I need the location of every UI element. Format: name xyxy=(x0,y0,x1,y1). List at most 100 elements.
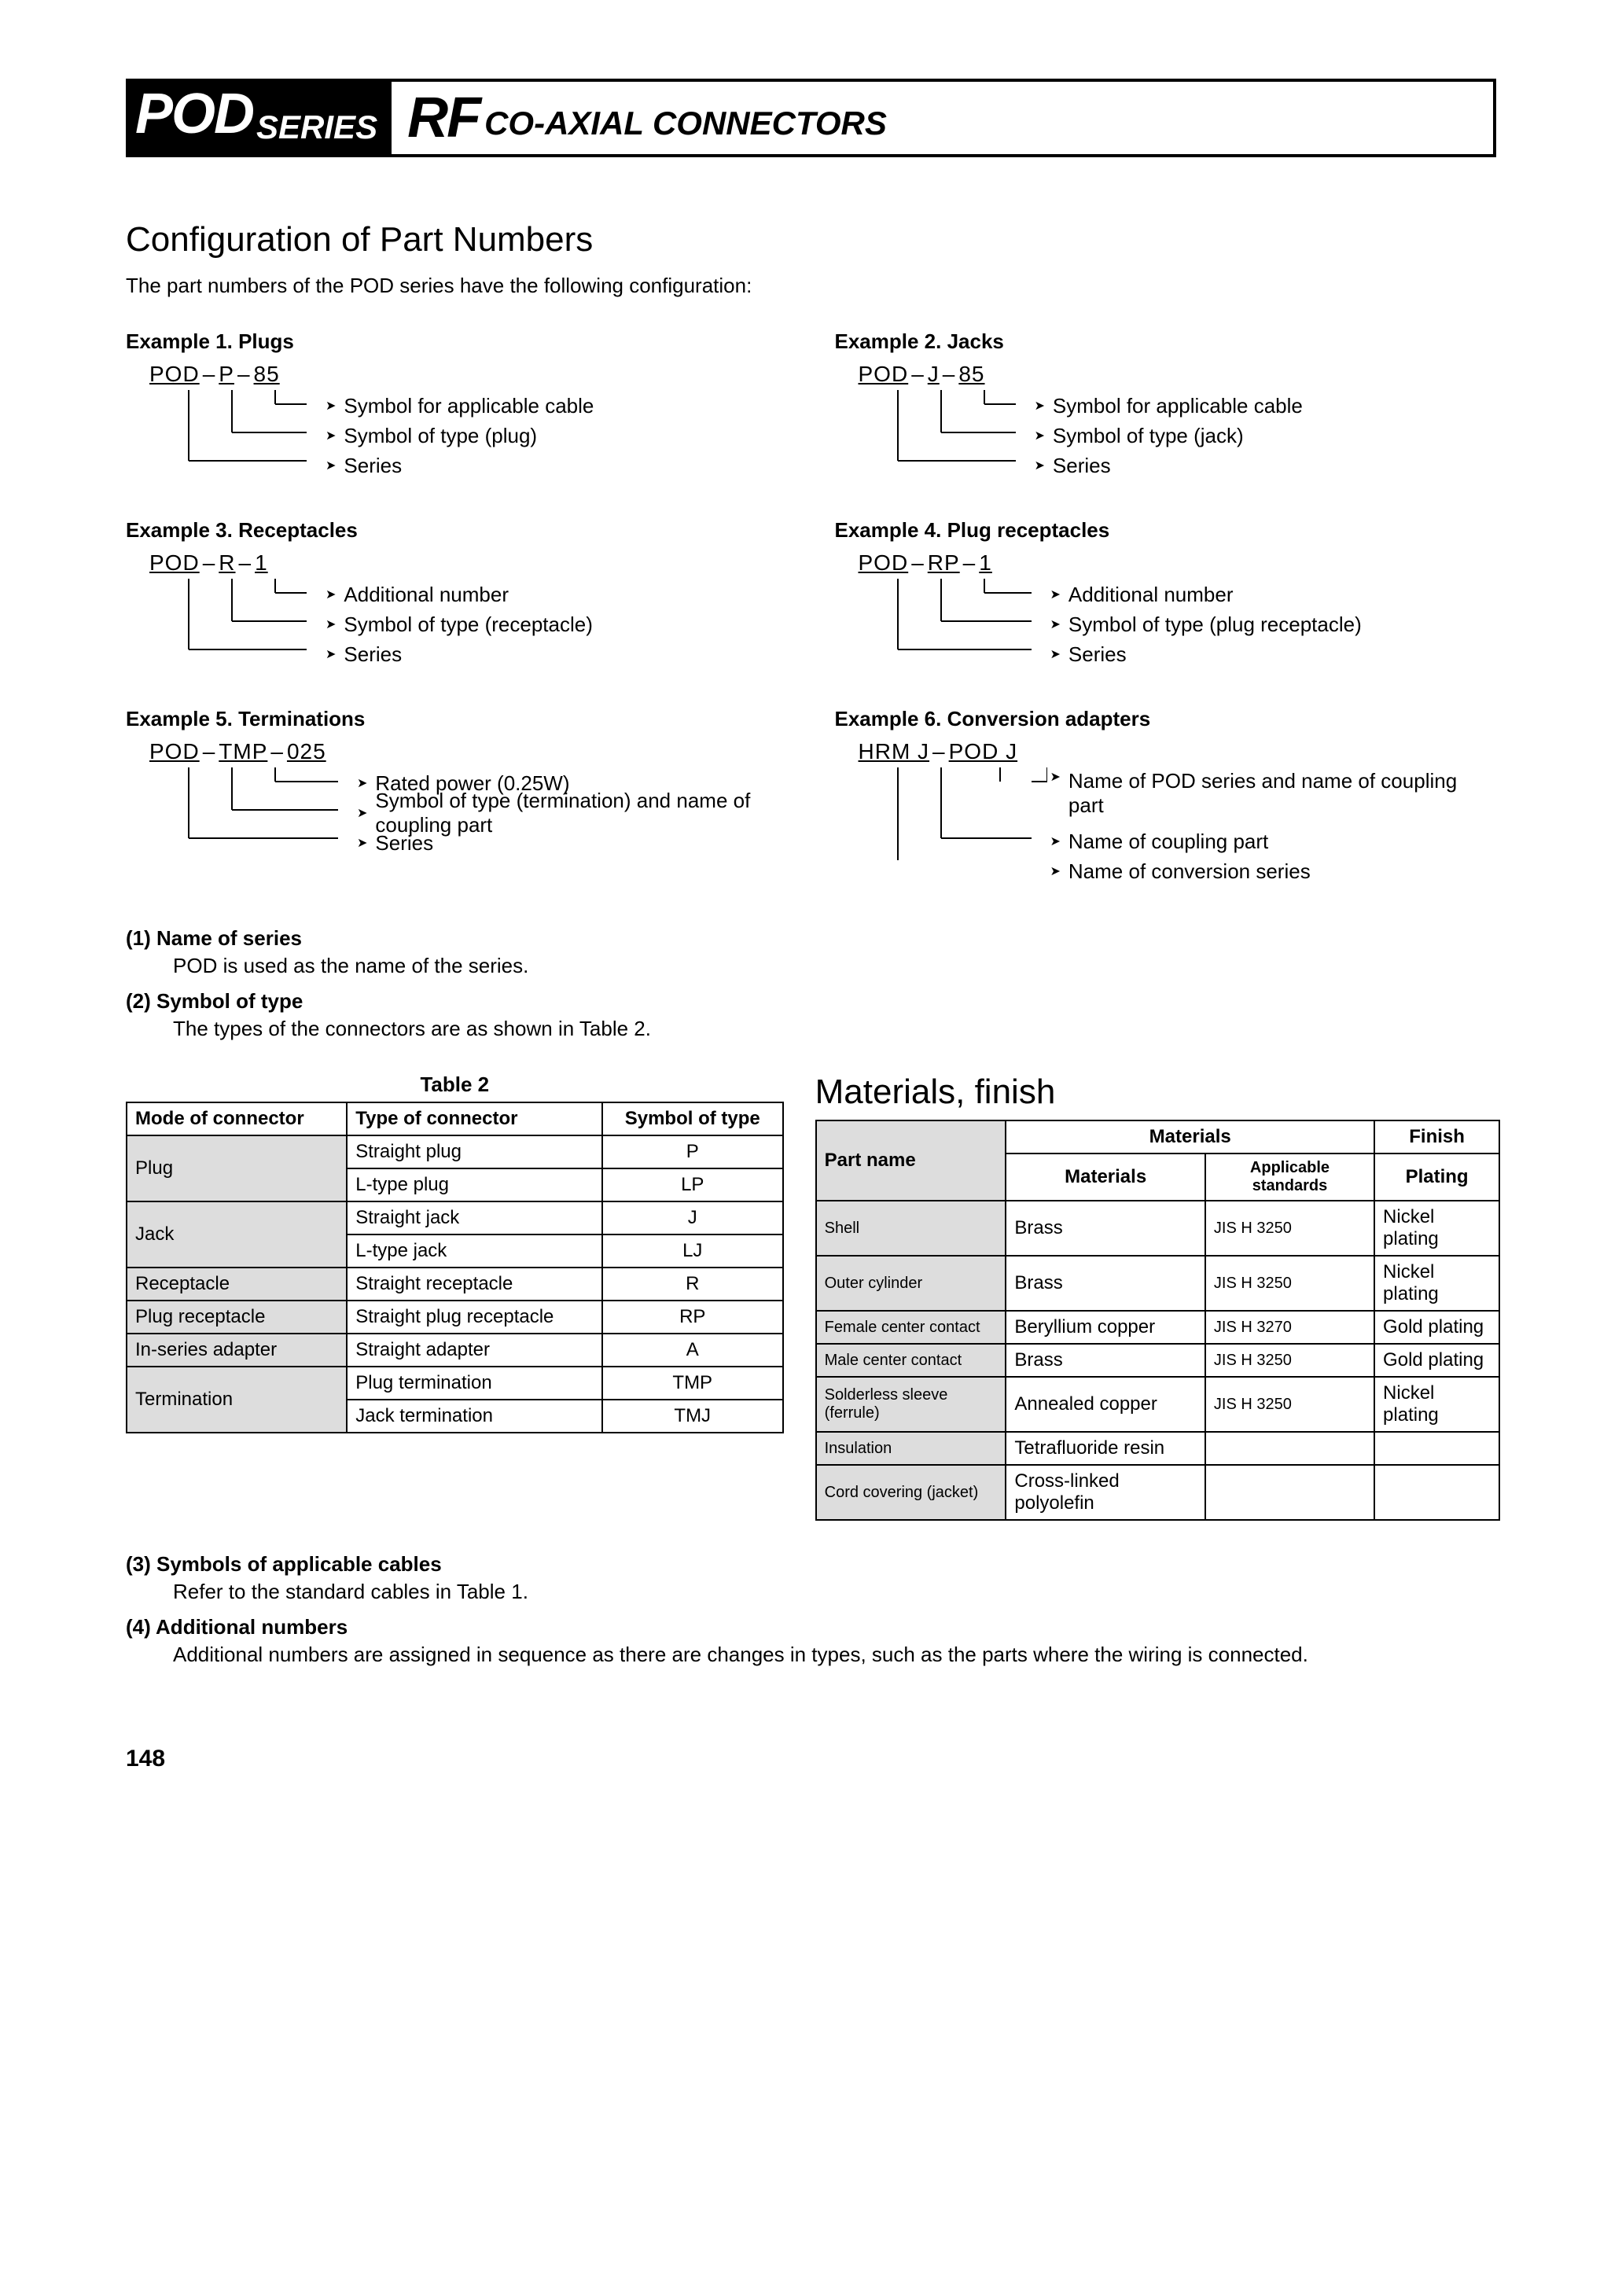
bracket-label: ➤Symbol of type (plug receptacle) xyxy=(1047,610,1362,638)
bracket-wrap: ➤Additional number➤Symbol of type (plug … xyxy=(835,579,1497,675)
part-code: POD – J – 85 xyxy=(835,362,1497,387)
code-segment: POD xyxy=(149,362,200,387)
dash: – xyxy=(200,550,219,576)
title-banner: POD SERIES RF CO-AXIAL CONNECTORS xyxy=(126,79,1496,157)
bracket-label: ➤Symbol of type (plug) xyxy=(322,421,594,450)
table-cell: Brass xyxy=(1006,1344,1205,1377)
dash: – xyxy=(960,550,980,576)
part-code: POD – RP – 1 xyxy=(835,550,1497,576)
code-segment: HRM J xyxy=(859,739,930,764)
arrow-icon: ➤ xyxy=(326,458,336,473)
label-text: Series xyxy=(344,642,402,667)
dash: – xyxy=(234,362,254,387)
table-row: Solderless sleeve (ferrule)Annealed copp… xyxy=(816,1377,1500,1432)
type-cell: Straight receptacle xyxy=(347,1268,602,1301)
type-cell: L-type plug xyxy=(347,1168,602,1201)
table-cell: JIS H 3250 xyxy=(1205,1201,1374,1256)
table-header: Finish xyxy=(1374,1120,1499,1154)
arrow-icon: ➤ xyxy=(326,616,336,632)
label-text: Series xyxy=(375,831,433,855)
table-cell: Nickel plating xyxy=(1374,1201,1499,1256)
example-title: Example 3. Receptacles xyxy=(126,518,788,543)
example-block: Example 5. TerminationsPOD – TMP – 025➤R… xyxy=(126,707,788,887)
table-row: TerminationPlug terminationTMP xyxy=(127,1367,783,1400)
label-text: Series xyxy=(344,454,402,478)
label-text: Symbol of type (receptacle) xyxy=(344,613,592,637)
table-cell: Insulation xyxy=(816,1432,1006,1465)
type-cell: L-type jack xyxy=(347,1234,602,1268)
bracket-svg xyxy=(149,767,354,860)
table-cell: Nickel plating xyxy=(1374,1377,1499,1432)
bracket-label: ➤ Series xyxy=(322,451,594,480)
bracket-wrap: ➤Name of POD series and name of coupling… xyxy=(835,767,1497,887)
label-text: Additional number xyxy=(1068,583,1234,607)
arrow-icon: ➤ xyxy=(1050,587,1061,602)
materials-title: Materials, finish xyxy=(815,1073,1501,1112)
code-segment: 85 xyxy=(958,362,984,387)
note3-head: (3) Symbols of applicable cables xyxy=(126,1552,1496,1577)
label-column: ➤Additional number➤Symbol of type (recep… xyxy=(322,579,593,670)
examples-grid: Example 1. PlugsPOD – P – 85➤Symbol for … xyxy=(126,329,1496,887)
note1-head: (1) Name of series xyxy=(126,926,1496,951)
arrow-icon: ➤ xyxy=(1050,833,1061,849)
code-segment: POD xyxy=(149,550,200,576)
table-cell xyxy=(1374,1432,1499,1465)
code-segment: POD J xyxy=(949,739,1017,764)
symbol-cell: TMJ xyxy=(602,1400,783,1433)
symbol-cell: A xyxy=(602,1334,783,1367)
symbol-cell: P xyxy=(602,1135,783,1168)
code-segment: 1 xyxy=(979,550,992,576)
table-header: Symbol of type xyxy=(602,1102,783,1135)
arrow-icon: ➤ xyxy=(1050,646,1061,662)
label-column: ➤Rated power (0.25W)➤Symbol of type (ter… xyxy=(354,767,788,859)
code-segment: J xyxy=(928,362,940,387)
dash: – xyxy=(929,739,949,764)
example-block: Example 1. PlugsPOD – P – 85➤Symbol for … xyxy=(126,329,788,487)
table-header: Materials xyxy=(1006,1120,1374,1154)
label-text: Series xyxy=(1053,454,1111,478)
bracket-svg xyxy=(149,579,322,672)
table-cell: Brass xyxy=(1006,1201,1205,1256)
table-row: Outer cylinderBrassJIS H 3250Nickel plat… xyxy=(816,1256,1500,1311)
arrow-icon: ➤ xyxy=(1050,769,1061,785)
example-block: Example 6. Conversion adaptersHRM J – PO… xyxy=(835,707,1497,887)
table-cell: JIS H 3250 xyxy=(1205,1377,1374,1432)
note2-head: (2) Symbol of type xyxy=(126,989,1496,1014)
symbol-cell: RP xyxy=(602,1301,783,1334)
code-segment: POD xyxy=(149,739,200,764)
table-header: Part name xyxy=(816,1120,1006,1201)
table-cell: Nickel plating xyxy=(1374,1256,1499,1311)
table-cell: Beryllium copper xyxy=(1006,1311,1205,1344)
table-row: ShellBrassJIS H 3250Nickel plating xyxy=(816,1201,1500,1256)
banner-coax: CO-AXIAL CONNECTORS xyxy=(484,105,887,142)
bracket-svg xyxy=(149,390,322,483)
mode-cell: In-series adapter xyxy=(127,1334,347,1367)
code-segment: POD xyxy=(859,362,909,387)
banner-rf: RF xyxy=(407,86,480,150)
table-cell: Gold plating xyxy=(1374,1344,1499,1377)
note3-body: Refer to the standard cables in Table 1. xyxy=(173,1580,1496,1604)
table-row: Male center contactBrassJIS H 3250Gold p… xyxy=(816,1344,1500,1377)
symbol-cell: J xyxy=(602,1201,783,1234)
table-cell: Female center contact xyxy=(816,1311,1006,1344)
table-row: JackStraight jackJ xyxy=(127,1201,783,1234)
label-text: Name of coupling part xyxy=(1068,830,1268,854)
bracket-label: ➤ Additional number xyxy=(1047,580,1362,609)
table-cell xyxy=(1374,1465,1499,1520)
bracket-wrap: ➤Symbol for applicable cable➤Symbol of t… xyxy=(835,390,1497,487)
bracket-label: ➤Series xyxy=(1047,640,1362,668)
code-segment: P xyxy=(219,362,234,387)
table-row: In-series adapterStraight adapterA xyxy=(127,1334,783,1367)
note4-body: Additional numbers are assigned in seque… xyxy=(173,1643,1496,1667)
note4-head: (4) Additional numbers xyxy=(126,1615,1496,1639)
table-header: Plating xyxy=(1374,1154,1499,1201)
type-cell: Straight adapter xyxy=(347,1334,602,1367)
example-block: Example 3. Receptacles POD – R – 1 ➤Additi… xyxy=(126,518,788,675)
table-cell: Brass xyxy=(1006,1256,1205,1311)
label-text: Symbol of type (plug receptacle) xyxy=(1068,613,1362,637)
table-row: Female center contactBeryllium copperJIS… xyxy=(816,1311,1500,1344)
bracket-label: ➤Name of conversion series xyxy=(1047,857,1497,885)
type-cell: Plug termination xyxy=(347,1367,602,1400)
table-cell: Tetrafluoride resin xyxy=(1006,1432,1205,1465)
part-code: POD – R – 1 xyxy=(126,550,788,576)
